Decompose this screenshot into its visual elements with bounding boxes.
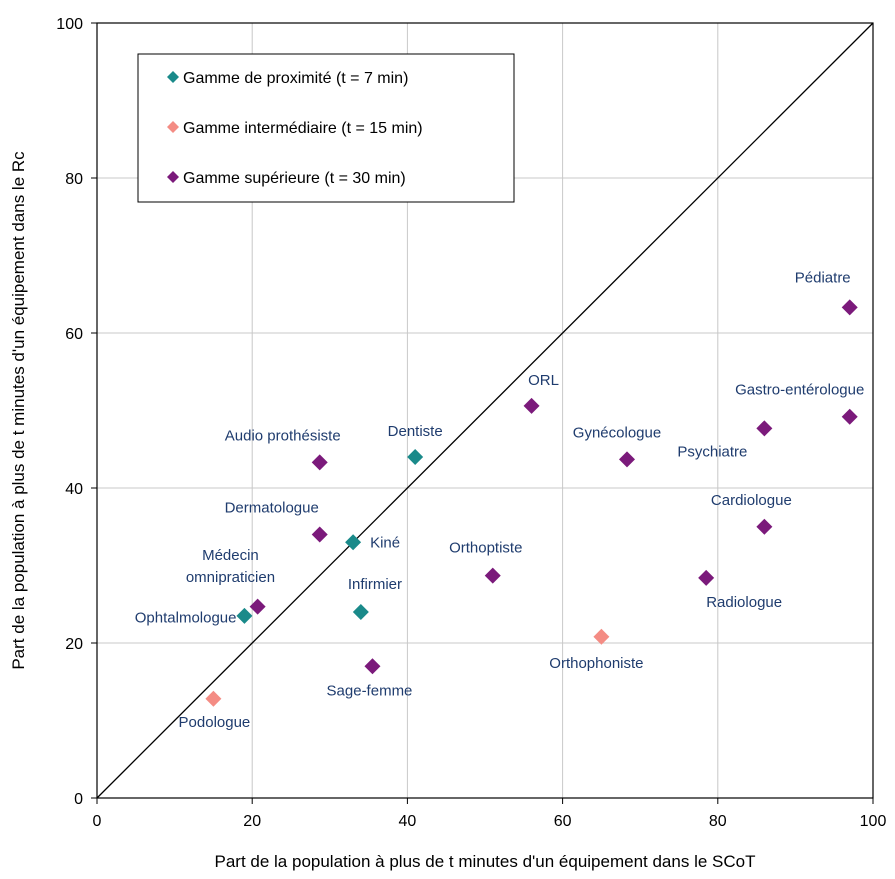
- legend-entry-1: Gamme de proximité (t = 7 min): [183, 70, 408, 87]
- point-sage-femme: [364, 658, 381, 675]
- legend-marker-3: [167, 171, 179, 183]
- point-label-sage-femme: Sage-femme: [327, 682, 413, 699]
- point-gastro-enterologue: [841, 408, 858, 425]
- point-label-cardiologue: Cardiologue: [711, 492, 792, 509]
- legend-marker-1: [167, 71, 179, 83]
- point-labels: Dentiste Kiné Infirmier Médecin omnipraticie…: [135, 269, 865, 730]
- point-dermatologue: [311, 526, 328, 543]
- x-tick-label: 60: [554, 813, 572, 830]
- point-orl: [523, 397, 540, 414]
- point-gynecologue: [619, 451, 636, 468]
- y-tick-label: 60: [65, 326, 83, 343]
- x-tick-label: 20: [243, 813, 261, 830]
- x-tick-label: 100: [860, 813, 887, 830]
- y-tick-label: 100: [56, 16, 83, 33]
- point-label-podologue: Podologue: [179, 714, 251, 731]
- point-label-gynecologue: Gynécologue: [573, 424, 661, 441]
- point-label-orthoptiste: Orthoptiste: [449, 540, 522, 557]
- point-cardiologue: [756, 518, 773, 535]
- y-axis-title: Part de la population à plus de t minute…: [9, 151, 28, 670]
- axes: 0 20 40 60 80 100 0 20 40 60 80 100: [56, 16, 886, 830]
- data-points: [205, 299, 858, 707]
- x-tick-label: 80: [709, 813, 727, 830]
- point-label-orl: ORL: [528, 372, 559, 389]
- point-label-orthophoniste: Orthophoniste: [549, 655, 643, 672]
- legend-box: [137, 53, 515, 203]
- y-tick-label: 40: [65, 481, 83, 498]
- point-label-radiologue: Radiologue: [706, 594, 782, 611]
- point-label-dermatologue: Dermatologue: [225, 500, 319, 517]
- point-label-psychiatre: Psychiatre: [677, 443, 747, 460]
- point-label-pediatre: Pédiatre: [795, 269, 851, 286]
- point-kine: [345, 534, 362, 551]
- x-tick-label: 40: [399, 813, 417, 830]
- plot-frame: [96, 22, 874, 799]
- legend-entry-3: Gamme supérieure (t = 30 min): [183, 170, 406, 187]
- point-medecin-omnipraticien: [236, 607, 253, 624]
- point-podologue: [205, 690, 222, 707]
- y-tick-label: 0: [74, 791, 83, 808]
- point-radiologue: [698, 569, 715, 586]
- point-label-dentiste: Dentiste: [388, 423, 443, 440]
- point-label-kine: Kiné: [370, 534, 400, 551]
- legend-entry-2: Gamme intermédiaire (t = 15 min): [183, 120, 423, 137]
- point-label-infirmier: Infirmier: [348, 576, 402, 593]
- point-label-ophtalmologue: Ophtalmologue: [135, 610, 237, 627]
- point-orthophoniste: [593, 628, 610, 645]
- point-label-medecin-omnipraticien-line1: Médecin: [202, 547, 259, 564]
- point-label-audio-prothesiste: Audio prothésiste: [225, 427, 341, 444]
- point-orthoptiste: [484, 567, 501, 584]
- x-tick-label: 0: [93, 813, 102, 830]
- x-axis-title: Part de la population à plus de t minute…: [215, 852, 756, 871]
- point-psychiatre: [756, 420, 773, 437]
- point-label-gastro-enterologue: Gastro-entérologue: [735, 382, 864, 399]
- point-pediatre: [841, 299, 858, 316]
- legend: Gamme de proximité (t = 7 min) Gamme inte…: [137, 53, 515, 203]
- point-ophtalmologue: [249, 598, 266, 615]
- point-label-medecin-omnipraticien-line2: omnipraticien: [186, 569, 275, 586]
- y-tick-label: 80: [65, 171, 83, 188]
- point-audio-prothesiste: [311, 454, 328, 471]
- point-dentiste: [407, 449, 424, 465]
- diagonal-reference-line: [96, 22, 874, 799]
- y-tick-label: 20: [65, 636, 83, 653]
- legend-marker-2: [167, 121, 179, 133]
- point-infirmier: [352, 604, 369, 620]
